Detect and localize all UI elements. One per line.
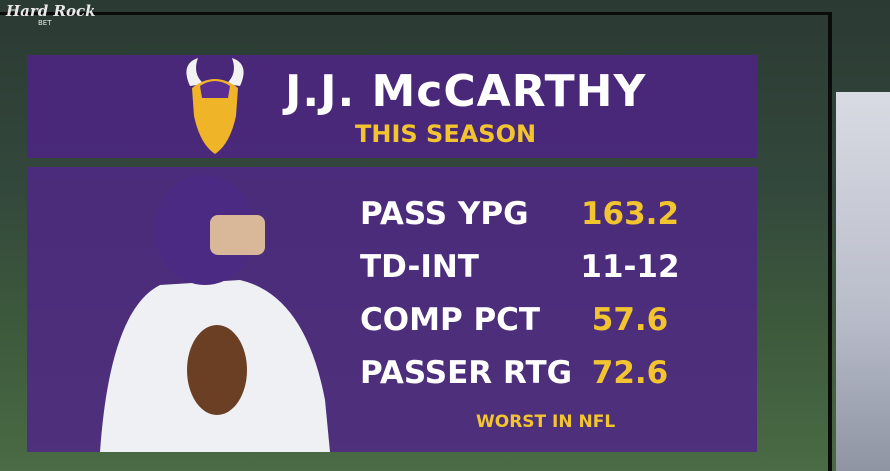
player-name: J.J. McCARTHY	[285, 66, 647, 117]
logo-sub: BET	[38, 19, 52, 27]
frame	[0, 12, 832, 471]
logo: Hard Rock	[6, 2, 96, 20]
team-logo	[186, 58, 244, 154]
stat-value: 163.2	[580, 196, 680, 232]
stat-label: PASSER RTG	[360, 355, 573, 391]
stat-value: 57.6	[591, 302, 669, 338]
stat-value: 72.6	[591, 355, 669, 391]
side-video	[836, 92, 890, 471]
footnote: WORST IN NFL	[476, 412, 616, 432]
subtitle: THIS SEASON	[355, 120, 537, 148]
header-panel	[27, 55, 757, 158]
stat-label: PASS YPG	[360, 196, 529, 232]
stat-value: 11-12	[580, 249, 680, 285]
stat-label: COMP PCT	[360, 302, 541, 338]
stat-label: TD-INT	[360, 249, 479, 285]
player-image	[100, 175, 330, 452]
